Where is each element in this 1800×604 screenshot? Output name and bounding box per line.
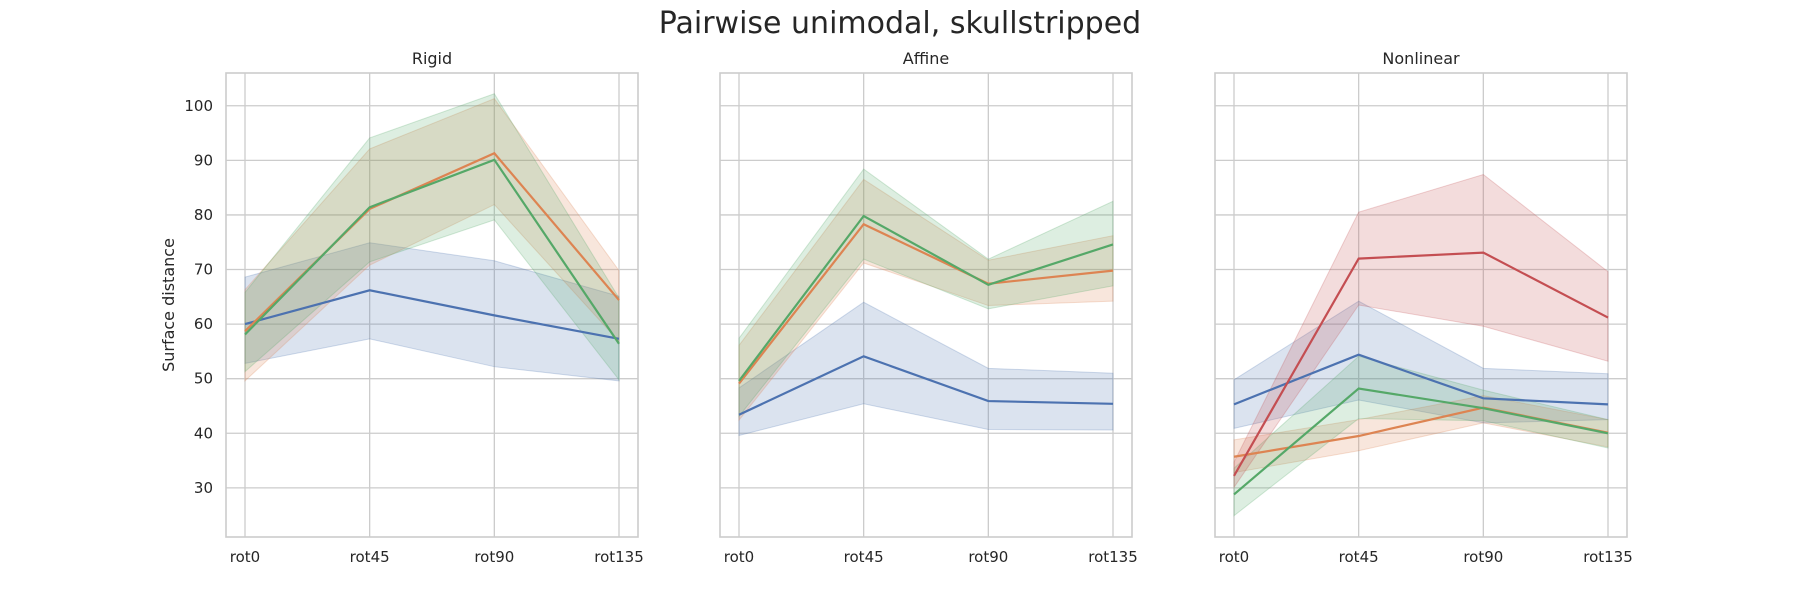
confidence-band bbox=[738, 178, 1114, 422]
x-tick-label: rot45 bbox=[1339, 548, 1379, 566]
y-axis-label: Surface distance bbox=[159, 238, 178, 372]
series-line bbox=[1233, 353, 1609, 406]
series-line bbox=[1233, 251, 1609, 477]
y-tick-label: 60 bbox=[194, 315, 213, 333]
plot-frame bbox=[719, 72, 1133, 538]
x-tick-label: rot45 bbox=[350, 548, 390, 566]
x-tick-label: rot0 bbox=[230, 548, 260, 566]
confidence-band bbox=[1233, 355, 1609, 517]
plot-frame bbox=[1214, 72, 1628, 538]
panel-affine: Affine rot0 rot45 rot90 rot135 bbox=[719, 49, 1138, 566]
panel-nonlinear: Nonlinear rot0 rot45 rot90 rot135 bbox=[1214, 49, 1633, 566]
series-line bbox=[244, 158, 620, 345]
series-line bbox=[244, 289, 620, 340]
x-tick-label: rot90 bbox=[474, 548, 514, 566]
confidence-band bbox=[244, 242, 620, 382]
x-tick-label: rot135 bbox=[1583, 548, 1633, 566]
confidence-band bbox=[1233, 173, 1609, 489]
figure-title: Pairwise unimodal, skullstripped bbox=[658, 6, 1142, 41]
x-tick-label: rot45 bbox=[844, 548, 884, 566]
panel-rigid: Rigid rot0 rot45 rot90 rot135 30 40 50 60 70 80 90 1… bbox=[184, 49, 643, 566]
y-tick-label: 100 bbox=[184, 97, 213, 115]
confidence-band bbox=[1233, 300, 1609, 429]
series-line bbox=[738, 214, 1114, 382]
panel-title: Rigid bbox=[412, 49, 452, 68]
y-tick-label: 30 bbox=[194, 479, 213, 497]
x-tick-label: rot135 bbox=[1088, 548, 1138, 566]
x-tick-label: rot0 bbox=[724, 548, 754, 566]
y-tick-label: 80 bbox=[194, 206, 213, 224]
plot-frame bbox=[225, 72, 639, 538]
y-tick-label: 40 bbox=[194, 424, 213, 442]
y-tick-label: 50 bbox=[194, 370, 213, 388]
series-line bbox=[738, 355, 1114, 416]
confidence-band bbox=[244, 98, 620, 383]
y-tick-label: 70 bbox=[194, 261, 213, 279]
panel-title: Affine bbox=[903, 49, 949, 68]
x-tick-label: rot90 bbox=[968, 548, 1008, 566]
x-tick-label: rot0 bbox=[1219, 548, 1249, 566]
confidence-band bbox=[244, 93, 620, 382]
confidence-band bbox=[738, 168, 1114, 418]
x-tick-label: rot135 bbox=[594, 548, 644, 566]
series-line bbox=[738, 222, 1114, 385]
panel-title: Nonlinear bbox=[1382, 49, 1460, 68]
x-tick-label: rot90 bbox=[1463, 548, 1503, 566]
series-line bbox=[1233, 387, 1609, 496]
y-tick-label: 90 bbox=[194, 151, 213, 169]
